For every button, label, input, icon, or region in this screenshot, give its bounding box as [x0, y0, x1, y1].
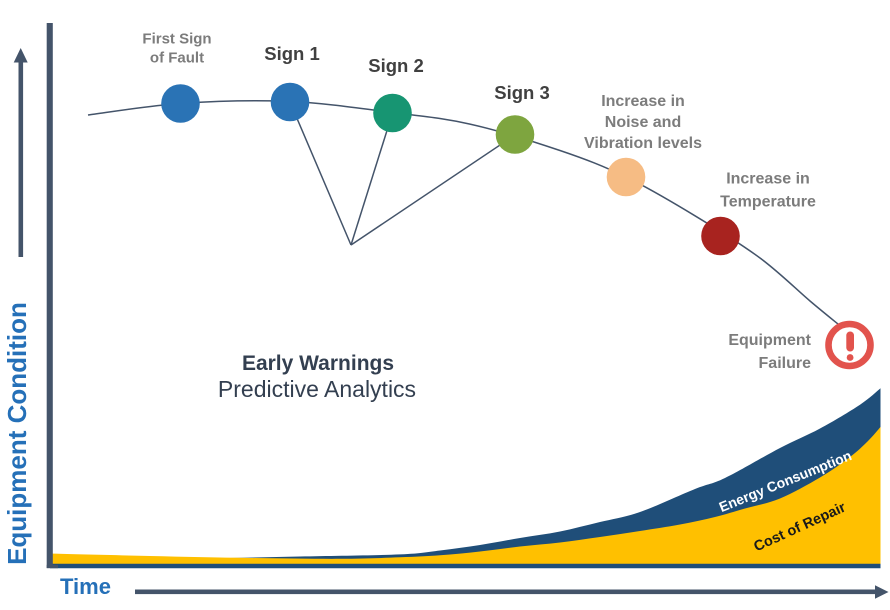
svg-text:Predictive Analytics: Predictive Analytics	[218, 376, 416, 402]
svg-text:Increase in: Increase in	[601, 93, 685, 110]
svg-text:Sign 3: Sign 3	[494, 82, 550, 103]
svg-text:Sign 2: Sign 2	[368, 55, 424, 76]
svg-text:Temperature: Temperature	[720, 194, 816, 211]
svg-text:Noise and: Noise and	[605, 114, 681, 131]
svg-text:Early Warnings: Early Warnings	[242, 352, 394, 375]
svg-text:Sign 1: Sign 1	[264, 43, 320, 64]
svg-text:Vibration levels: Vibration levels	[584, 135, 702, 152]
svg-text:Time: Time	[60, 574, 111, 599]
svg-text:Increase in: Increase in	[726, 171, 810, 188]
svg-text:Failure: Failure	[759, 355, 812, 372]
svg-text:Equipment Condition: Equipment Condition	[2, 302, 32, 565]
svg-text:of Fault: of Fault	[150, 50, 204, 67]
svg-text:Equipment: Equipment	[728, 332, 811, 349]
svg-text:First Sign: First Sign	[142, 31, 211, 48]
